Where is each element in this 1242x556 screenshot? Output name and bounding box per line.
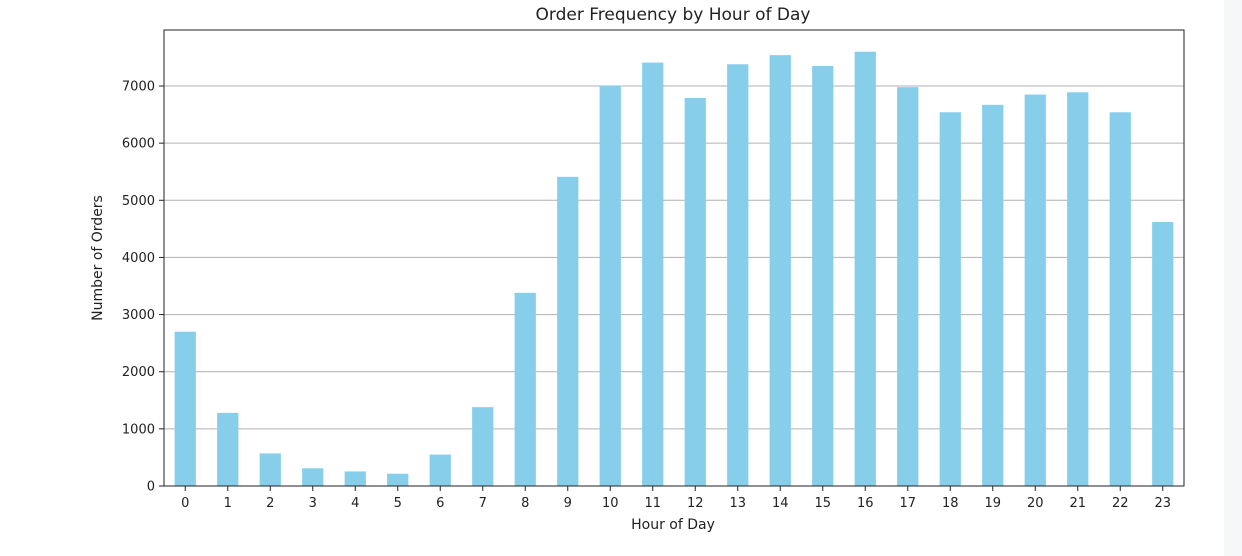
x-tick-label: 22 bbox=[1112, 496, 1129, 511]
gridlines bbox=[164, 85, 1184, 430]
bar-hour-12 bbox=[684, 98, 706, 486]
y-tick-label: 4000 bbox=[122, 251, 155, 266]
y-axis-ticks: 0 1000 2000 3000 4000 5000 6000 7000 bbox=[122, 80, 164, 495]
y-tick-label: 1000 bbox=[122, 422, 155, 437]
bar-hour-23 bbox=[1152, 222, 1174, 486]
x-tick-label: 21 bbox=[1069, 496, 1086, 511]
x-tick-label: 13 bbox=[729, 496, 746, 511]
x-tick-label: 3 bbox=[309, 496, 317, 511]
x-tick-label: 6 bbox=[436, 496, 444, 511]
y-tick-label: 7000 bbox=[122, 80, 155, 95]
x-tick-label: 23 bbox=[1154, 496, 1171, 511]
right-margin-strip bbox=[1224, 0, 1242, 556]
bar-hour-17 bbox=[897, 87, 919, 487]
bar-hour-14 bbox=[769, 55, 791, 487]
bar-hour-5 bbox=[387, 473, 409, 486]
bar-hour-16 bbox=[854, 51, 876, 486]
x-tick-label: 4 bbox=[351, 496, 359, 511]
x-tick-label: 8 bbox=[521, 496, 529, 511]
x-tick-label: 14 bbox=[772, 496, 789, 511]
bar-hour-1 bbox=[217, 412, 239, 486]
bar-hour-2 bbox=[259, 453, 281, 486]
bar-hour-9 bbox=[557, 176, 579, 486]
y-tick-label: 6000 bbox=[122, 137, 155, 152]
bar-hour-4 bbox=[344, 471, 366, 486]
x-tick-label: 20 bbox=[1027, 496, 1044, 511]
x-tick-label: 10 bbox=[602, 496, 619, 511]
y-tick-label: 3000 bbox=[122, 308, 155, 323]
y-tick-label: 5000 bbox=[122, 194, 155, 209]
x-tick-label: 9 bbox=[564, 496, 572, 511]
bar-hour-11 bbox=[642, 62, 664, 486]
bar-hour-10 bbox=[599, 85, 621, 486]
bar-hour-13 bbox=[727, 64, 749, 487]
x-tick-label: 12 bbox=[687, 496, 704, 511]
bar-hour-6 bbox=[429, 454, 451, 486]
bar-hour-22 bbox=[1109, 112, 1131, 487]
bars bbox=[174, 51, 1174, 487]
chart-title: Order Frequency by Hour of Day bbox=[536, 5, 811, 25]
bar-hour-0 bbox=[174, 331, 196, 486]
y-tick-label: 2000 bbox=[122, 365, 155, 380]
x-tick-label: 18 bbox=[942, 496, 959, 511]
bar-hour-18 bbox=[939, 112, 961, 487]
bar-hour-8 bbox=[514, 292, 536, 486]
x-tick-label: 16 bbox=[857, 496, 874, 511]
x-tick-label: 17 bbox=[899, 496, 916, 511]
x-tick-label: 15 bbox=[814, 496, 831, 511]
x-tick-label: 1 bbox=[224, 496, 232, 511]
x-tick-label: 0 bbox=[181, 496, 189, 511]
bar-hour-3 bbox=[302, 468, 324, 486]
y-tick-label: 0 bbox=[147, 480, 155, 495]
x-tick-label: 7 bbox=[479, 496, 487, 511]
x-tick-label: 5 bbox=[394, 496, 402, 511]
y-axis-label: Number of Orders bbox=[90, 195, 106, 321]
x-tick-label: 11 bbox=[644, 496, 661, 511]
bar-hour-20 bbox=[1024, 94, 1046, 487]
bar-hour-19 bbox=[982, 104, 1004, 486]
x-tick-label: 19 bbox=[984, 496, 1001, 511]
plot-frame bbox=[163, 29, 1185, 487]
bar-hour-15 bbox=[812, 66, 834, 486]
bar-hour-21 bbox=[1067, 92, 1089, 487]
x-axis-ticks: 0 1 2 3 4 5 6 7 8 9 10 11 12 13 14 15 16 17 18 19 20 21 22 23 bbox=[181, 486, 1171, 511]
x-axis-label: Hour of Day bbox=[631, 517, 715, 533]
x-tick-label: 2 bbox=[266, 496, 274, 511]
bar-hour-7 bbox=[472, 407, 494, 486]
